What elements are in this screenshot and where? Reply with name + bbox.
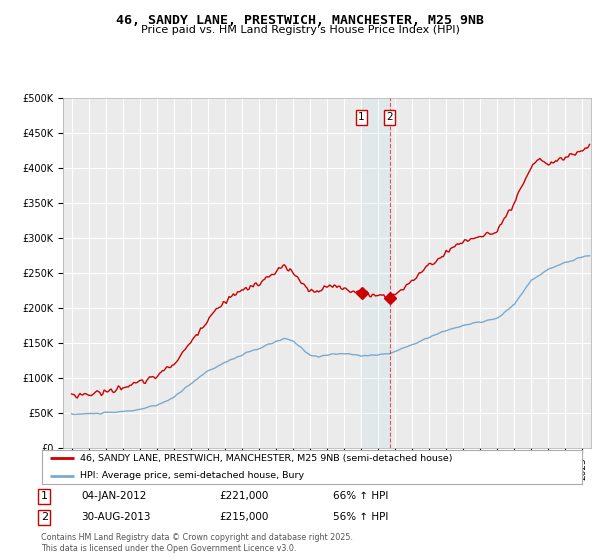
Text: 66% ↑ HPI: 66% ↑ HPI <box>333 491 388 501</box>
Text: £215,000: £215,000 <box>219 512 268 522</box>
Text: 04-JAN-2012: 04-JAN-2012 <box>81 491 146 501</box>
Text: 30-AUG-2013: 30-AUG-2013 <box>81 512 151 522</box>
Text: 46, SANDY LANE, PRESTWICH, MANCHESTER, M25 9NB (semi-detached house): 46, SANDY LANE, PRESTWICH, MANCHESTER, M… <box>80 454 452 463</box>
Text: 2: 2 <box>41 512 48 522</box>
Text: 56% ↑ HPI: 56% ↑ HPI <box>333 512 388 522</box>
Text: £221,000: £221,000 <box>219 491 268 501</box>
Text: 1: 1 <box>358 112 365 122</box>
Text: 2: 2 <box>386 112 393 122</box>
Text: HPI: Average price, semi-detached house, Bury: HPI: Average price, semi-detached house,… <box>80 471 304 480</box>
Text: 46, SANDY LANE, PRESTWICH, MANCHESTER, M25 9NB: 46, SANDY LANE, PRESTWICH, MANCHESTER, M… <box>116 14 484 27</box>
Text: 1: 1 <box>41 491 48 501</box>
Text: Contains HM Land Registry data © Crown copyright and database right 2025.
This d: Contains HM Land Registry data © Crown c… <box>41 533 353 553</box>
Bar <box>362 98 389 448</box>
Text: Price paid vs. HM Land Registry's House Price Index (HPI): Price paid vs. HM Land Registry's House … <box>140 25 460 35</box>
